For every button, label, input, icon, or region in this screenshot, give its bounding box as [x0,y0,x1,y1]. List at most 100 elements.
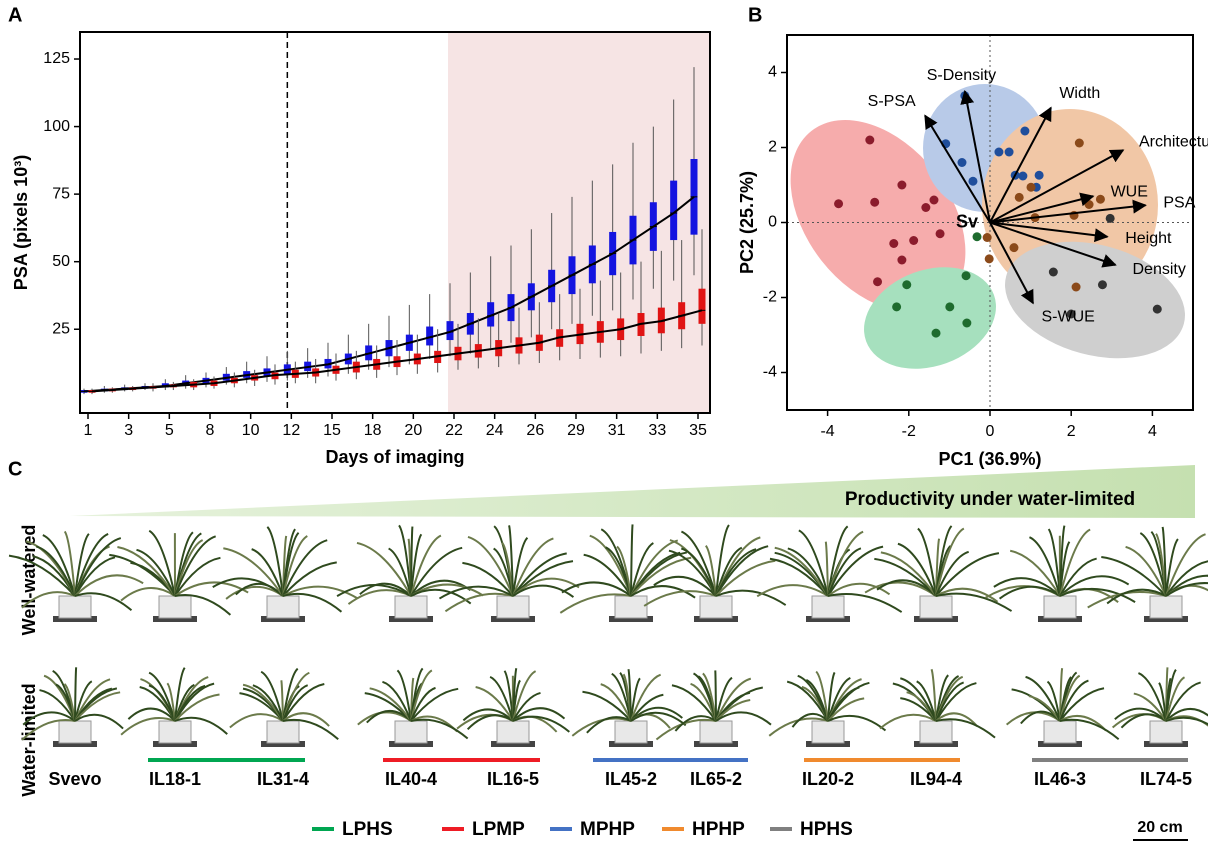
plant-pot [919,720,953,744]
y-tick-label: 50 [52,253,70,270]
scale-bar-label: 20 cm [1137,819,1182,836]
leaf [1165,582,1208,597]
leaf [282,684,309,722]
leaf [715,559,776,597]
point [935,229,945,239]
banner-wedge [70,465,1195,518]
leaf [74,687,118,722]
plant-stand [609,741,653,747]
leaf [1046,680,1061,722]
leaf [653,575,717,597]
box [487,302,495,327]
x-tick-label: 22 [445,422,463,439]
loading-label: WUE [1111,184,1148,201]
leaf [1059,718,1120,741]
point [982,233,992,242]
plant-stand [53,741,97,747]
point [1026,182,1036,192]
plant-image [1087,526,1208,622]
leaf [874,557,937,597]
trend-line [83,196,695,393]
point [961,271,971,281]
leaf [715,711,772,726]
plot-frame [79,31,711,414]
leaf [282,535,308,597]
y-tick-label: 0 [768,214,777,231]
point [1014,192,1024,202]
genotype-label: IL31-4 [257,769,309,789]
point [972,232,982,242]
leaf [1165,538,1179,597]
point [1009,243,1019,253]
plant-pot [1149,595,1183,619]
leaf [508,525,514,597]
leaf [1161,526,1167,597]
point [1084,200,1094,209]
plant-pot [58,595,92,619]
loading-label: S-Density [927,67,996,84]
genotype-label: IL46-3 [1034,769,1086,789]
leaf [410,718,469,740]
plant-pot [394,595,428,619]
point [834,199,844,209]
x-tick-label: 26 [526,422,544,439]
leaf [827,671,836,722]
legend-label: LPHS [342,819,393,840]
leaf [410,686,436,722]
plant-stand [694,741,738,747]
x-tick-label: 10 [242,422,260,439]
leaf [655,718,717,741]
leaf [117,546,176,597]
leaf [74,680,93,722]
plant-pot [158,595,192,619]
leaf [396,669,412,722]
leaf [643,590,717,607]
leaf [475,686,514,722]
leaf [715,545,769,597]
plant-image [768,670,887,747]
leaf [467,535,514,597]
leaf [512,670,537,722]
panel-label: C [8,458,22,480]
leaf [824,541,829,597]
plant-stand [806,616,850,622]
legend-label: MPHP [580,819,635,840]
x-tick-label: 20 [404,422,422,439]
plant-image [756,525,903,622]
leaf [252,684,284,722]
leaf [512,537,529,597]
y-tick-label: 125 [43,50,70,67]
leaf [223,547,284,597]
leaf [715,677,752,722]
leaf [627,668,632,722]
leaf [282,561,337,597]
plant-pot [496,720,530,744]
row-label: Water-limited [19,683,39,796]
plant-image [438,525,580,622]
leaf [935,592,1013,612]
plant-stand [53,616,97,622]
plant-image [8,530,144,622]
leaf [369,687,412,722]
leaf [600,683,632,722]
plant-pot [614,595,648,619]
leaf [935,552,1000,597]
leaf [827,547,862,597]
plant-stand [153,741,197,747]
leaf [282,585,359,600]
plant-pot [1043,595,1077,619]
leaf [899,677,937,722]
leaf [798,529,829,597]
leaf [1114,707,1167,722]
leaf [774,551,829,597]
leaf [559,593,632,614]
plant-image [655,670,772,747]
x-tick-label: 0 [986,423,995,440]
leaf [1106,588,1167,605]
leaf [21,719,76,741]
leaf [74,533,90,597]
plant-stand [153,616,197,622]
ellipse [864,267,996,369]
point [1152,304,1162,314]
plant-image [357,667,469,747]
